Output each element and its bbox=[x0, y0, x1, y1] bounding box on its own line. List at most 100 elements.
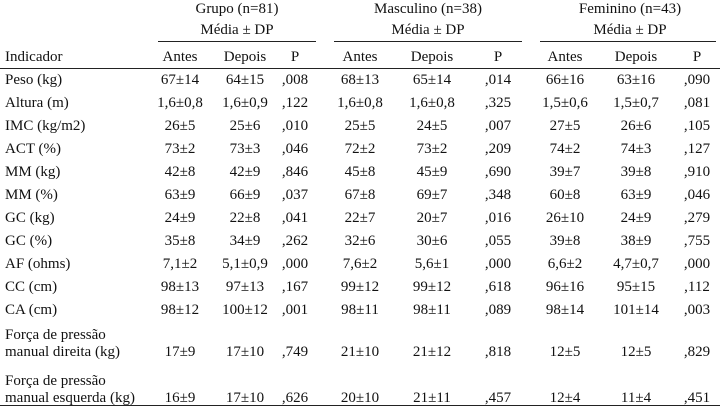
cell: ,262 bbox=[281, 233, 309, 249]
cell: 1,5±0,7 bbox=[613, 95, 659, 111]
cell: 32±6 bbox=[344, 233, 376, 249]
row-label: ACT (%) bbox=[5, 141, 61, 157]
cell: 98±12 bbox=[160, 302, 200, 318]
cell: 17±10 bbox=[225, 390, 265, 406]
cell: 63±9 bbox=[620, 187, 652, 203]
cell: ,000 bbox=[484, 256, 512, 272]
cell: 7,1±2 bbox=[162, 256, 198, 272]
row-label: Peso (kg) bbox=[5, 72, 63, 88]
cell: ,016 bbox=[484, 210, 512, 226]
cell: 11±4 bbox=[620, 390, 652, 406]
cell: 73±2 bbox=[164, 141, 196, 157]
cell: ,209 bbox=[484, 141, 512, 157]
cell: 25±6 bbox=[229, 118, 261, 134]
cell: 12±5 bbox=[620, 344, 652, 360]
cell: 69±7 bbox=[416, 187, 448, 203]
column-header: Antes bbox=[162, 49, 198, 65]
cell: 45±8 bbox=[344, 164, 376, 180]
row-label: GC (kg) bbox=[5, 210, 55, 226]
cell: ,007 bbox=[484, 118, 512, 134]
cell: 96±16 bbox=[545, 279, 585, 295]
cell: 98±14 bbox=[545, 302, 585, 318]
row-label: Força de pressão bbox=[5, 373, 106, 389]
cell: 98±13 bbox=[160, 279, 200, 295]
cell: 74±2 bbox=[549, 141, 581, 157]
cell: ,829 bbox=[683, 344, 711, 360]
cell: ,055 bbox=[484, 233, 512, 249]
cell: ,755 bbox=[683, 233, 711, 249]
cell: 42±9 bbox=[229, 164, 261, 180]
cell: ,001 bbox=[281, 302, 309, 318]
cell: 12±5 bbox=[549, 344, 581, 360]
group-header: Feminino (n=43) bbox=[578, 1, 682, 17]
cell: 21±11 bbox=[413, 390, 451, 406]
cell: 38±9 bbox=[620, 233, 652, 249]
cell: 22±7 bbox=[344, 210, 376, 226]
cell: 99±12 bbox=[412, 279, 452, 295]
cell: 27±5 bbox=[549, 118, 581, 134]
row-label: MM (kg) bbox=[5, 164, 61, 180]
cell: ,626 bbox=[281, 390, 309, 406]
cell: 20±7 bbox=[416, 210, 448, 226]
cell: 63±16 bbox=[616, 72, 656, 88]
cell: 73±3 bbox=[229, 141, 261, 157]
cell: 39±8 bbox=[549, 233, 581, 249]
cell: 16±9 bbox=[164, 390, 196, 406]
rule bbox=[540, 41, 716, 42]
column-header: Indicador bbox=[5, 49, 63, 65]
cell: ,818 bbox=[484, 344, 512, 360]
cell: 21±12 bbox=[412, 344, 452, 360]
cell: 7,6±2 bbox=[342, 256, 378, 272]
row-label: MM (%) bbox=[5, 187, 58, 203]
rule bbox=[334, 41, 522, 42]
cell: ,000 bbox=[281, 256, 309, 272]
cell: 39±7 bbox=[549, 164, 581, 180]
cell: 60±8 bbox=[549, 187, 581, 203]
cell: 1,6±0,8 bbox=[409, 95, 455, 111]
cell: ,046 bbox=[281, 141, 309, 157]
cell: ,008 bbox=[281, 72, 309, 88]
row-label: CC (cm) bbox=[5, 279, 58, 295]
cell: ,037 bbox=[281, 187, 309, 203]
cell: 73±2 bbox=[416, 141, 448, 157]
cell: 17±9 bbox=[164, 344, 196, 360]
cell: 20±10 bbox=[340, 390, 380, 406]
column-header: Depois bbox=[223, 49, 267, 65]
cell: 97±13 bbox=[225, 279, 265, 295]
cell: ,325 bbox=[484, 95, 512, 111]
cell: 99±12 bbox=[340, 279, 380, 295]
row-label: manual direita (kg) bbox=[5, 344, 120, 360]
row-label: Força de pressão bbox=[5, 327, 106, 343]
column-header: Depois bbox=[410, 49, 454, 65]
cell: 67±14 bbox=[160, 72, 200, 88]
rule bbox=[158, 41, 316, 42]
cell: 98±11 bbox=[341, 302, 379, 318]
cell: 66±16 bbox=[545, 72, 585, 88]
cell: 1,6±0,9 bbox=[222, 95, 268, 111]
cell: 26±10 bbox=[545, 210, 585, 226]
cell: 100±12 bbox=[222, 302, 268, 318]
row-label: manual esquerda (kg) bbox=[5, 390, 135, 406]
cell: ,014 bbox=[484, 72, 512, 88]
cell: 35±8 bbox=[164, 233, 196, 249]
cell: 66±9 bbox=[229, 187, 261, 203]
cell: ,618 bbox=[484, 279, 512, 295]
cell: 30±6 bbox=[416, 233, 448, 249]
cell: ,112 bbox=[684, 279, 710, 295]
cell: ,348 bbox=[484, 187, 512, 203]
cell: 17±10 bbox=[225, 344, 265, 360]
cell: ,457 bbox=[484, 390, 512, 406]
column-header: P bbox=[692, 49, 702, 65]
row-label: IMC (kg/m2) bbox=[5, 118, 86, 134]
cell: 68±13 bbox=[340, 72, 380, 88]
cell: ,451 bbox=[683, 390, 711, 406]
group-subheader: Média ± DP bbox=[200, 22, 274, 38]
cell: ,122 bbox=[281, 95, 309, 111]
column-header: Depois bbox=[614, 49, 658, 65]
cell: 101±14 bbox=[613, 302, 659, 318]
cell: ,105 bbox=[683, 118, 711, 134]
cell: ,279 bbox=[683, 210, 711, 226]
cell: 6,6±2 bbox=[547, 256, 583, 272]
cell: 72±2 bbox=[344, 141, 376, 157]
